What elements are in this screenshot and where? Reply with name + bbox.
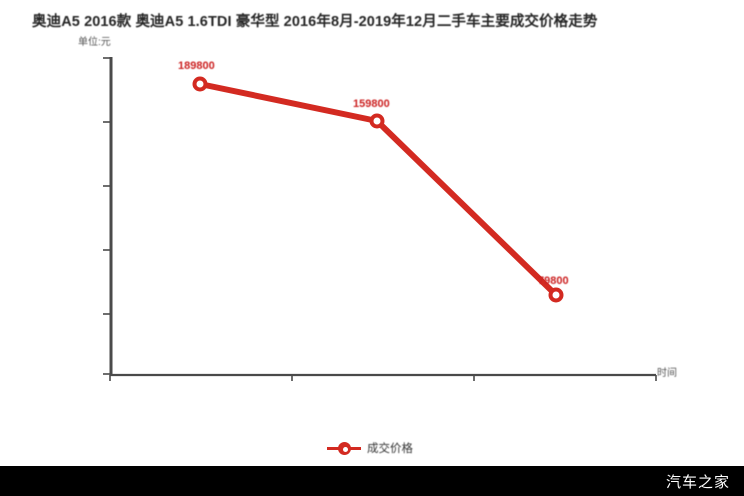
data-point-label: 189800 [178, 60, 215, 72]
data-point-marker[interactable] [192, 76, 208, 92]
legend-item-label: 成交价格 [367, 443, 413, 455]
watermark-text: 汽车之家 [665, 474, 730, 491]
legend-marker-icon [327, 441, 361, 455]
series-markers [192, 76, 564, 303]
data-point-marker[interactable] [548, 287, 564, 303]
chart-title: 奥迪A5 2016款 奥迪A5 1.6TDI 豪华型 2016年8月-2019年… [32, 14, 598, 30]
watermark-bar [0, 466, 744, 496]
x-axis-unit-label: 时间 [657, 368, 677, 379]
data-point-label: 159800 [353, 98, 390, 110]
chart-legend[interactable]: 成交价格 [327, 440, 413, 456]
data-point-label: 79800 [538, 275, 569, 287]
x-axis-ticks [109, 375, 657, 381]
y-axis-ticks [103, 57, 111, 375]
data-point-marker[interactable] [369, 113, 385, 129]
y-axis-unit-label: 单位:元 [78, 37, 111, 48]
